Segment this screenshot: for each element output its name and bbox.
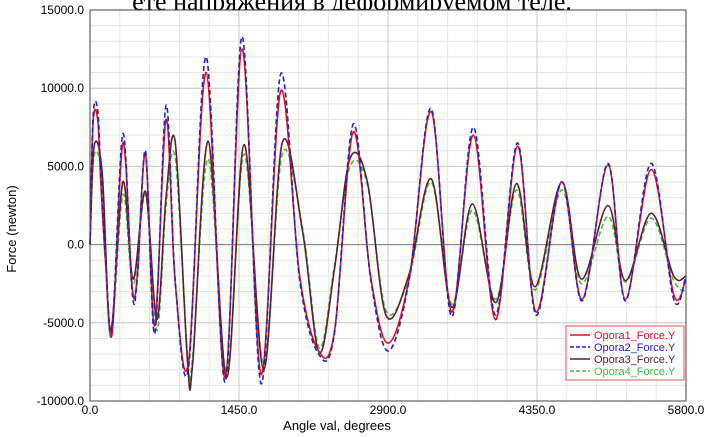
x-axis: 0.0 1450.0 2900.0 4350.0 5800.0 [82,403,704,417]
y-axis-label: Force (newton) [4,185,19,272]
x-tick-label: 5800.0 [668,403,704,417]
legend-label: Opora3_Force.Y [594,354,676,366]
y-tick-label: 5000.0 [47,159,84,173]
series-line-2 [89,35,687,385]
series-layer [89,35,687,391]
legend-label: Opora2_Force.Y [594,342,676,354]
legend-label: Opora1_Force.Y [594,330,676,342]
y-tick-label: 15000.0 [41,3,85,17]
y-tick-label: -10000.0 [37,394,85,408]
y-tick-label: 0.0 [67,238,84,252]
x-tick-label: 2900.0 [370,403,407,417]
x-tick-label: 1450.0 [221,403,258,417]
y-axis: -10000.0 -5000.0 0.0 5000.0 10000.0 15000.0 [37,3,85,408]
x-tick-label: 0.0 [82,403,99,417]
y-tick-label: -5000.0 [43,316,84,330]
y-tick-label: 10000.0 [41,81,85,95]
x-axis-label: Angle val, degrees [283,418,391,433]
legend: Opora1_Force.YOpora2_Force.YOpora3_Force… [565,325,685,381]
series-line-1 [89,48,687,379]
x-tick-label: 4350.0 [519,403,556,417]
plot-frame [89,9,687,402]
legend-label: Opora4_Force.Y [594,366,676,378]
